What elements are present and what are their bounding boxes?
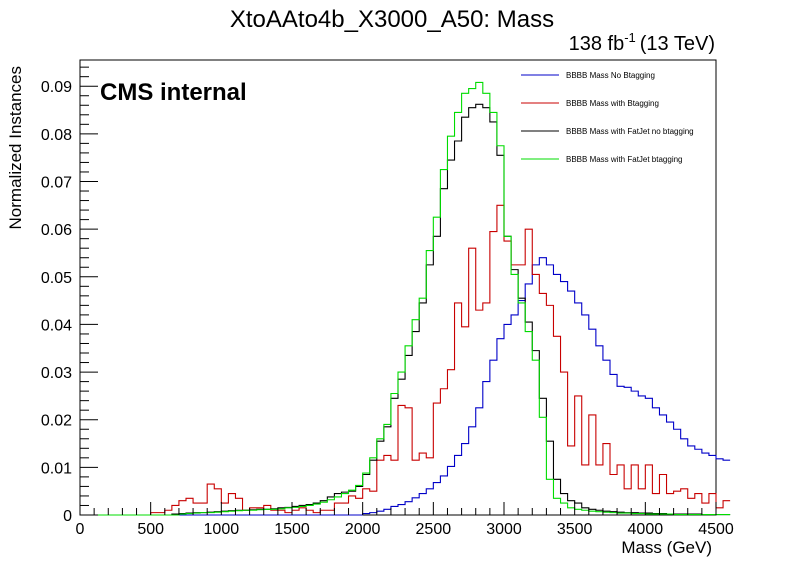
energy-label: (13 TeV) xyxy=(640,33,715,55)
experiment-label: CMS internal xyxy=(100,79,247,106)
y-tick-label: 0.09 xyxy=(41,79,72,96)
legend-entry-3: BBBB Mass with FatJet no btagging xyxy=(566,127,694,136)
y-tick-label: 0.05 xyxy=(41,270,72,287)
series-line-3 xyxy=(80,103,731,516)
chart-title: XtoAAto4b_X3000_A50: Mass xyxy=(230,6,554,33)
legend-entry-4: BBBB Mass with FatJet btagging xyxy=(566,155,683,164)
series-line-1 xyxy=(80,257,731,516)
luminosity-exponent: -1 xyxy=(624,30,636,45)
y-tick-label: 0.07 xyxy=(41,174,72,191)
legend-entry-2: BBBB Mass with Btagging xyxy=(566,99,659,108)
y-axis-label: Normalized Instances xyxy=(6,66,25,229)
y-tick-label: 0.08 xyxy=(41,127,72,144)
luminosity-label: 138 fb-1 (13 TeV) xyxy=(569,30,715,55)
plot-area: 0 500 1000 1500 2000 2500 3000 3500 4000 4500 0 0.0… xyxy=(41,59,734,538)
x-tick-label: 4000 xyxy=(628,521,664,538)
x-tick-label: 4500 xyxy=(698,521,734,538)
luminosity-value: 138 fb xyxy=(569,33,625,55)
x-tick-label: 1000 xyxy=(204,521,240,538)
y-tick-label: 0.03 xyxy=(41,365,72,382)
y-tick-label: 0.06 xyxy=(41,222,72,239)
series-line-2 xyxy=(80,204,731,516)
y-tick-label: 0.01 xyxy=(41,460,72,477)
x-tick-label: 2500 xyxy=(416,521,452,538)
x-tick-label: 3500 xyxy=(557,521,593,538)
series-line-4 xyxy=(80,81,731,516)
x-tick-label: 500 xyxy=(137,521,164,538)
x-tick-label: 1500 xyxy=(274,521,310,538)
legend-entry-1: BBBB Mass No Btagging xyxy=(566,71,655,80)
x-tick-label: 2000 xyxy=(345,521,381,538)
x-tick-label: 0 xyxy=(76,521,85,538)
x-axis-label: Mass (GeV) xyxy=(621,538,712,557)
y-tick-label: 0.04 xyxy=(41,317,72,334)
plot-frame xyxy=(79,59,717,516)
y-tick-label: 0 xyxy=(63,508,72,525)
x-tick-label: 3000 xyxy=(486,521,522,538)
y-tick-label: 0.02 xyxy=(41,413,72,430)
